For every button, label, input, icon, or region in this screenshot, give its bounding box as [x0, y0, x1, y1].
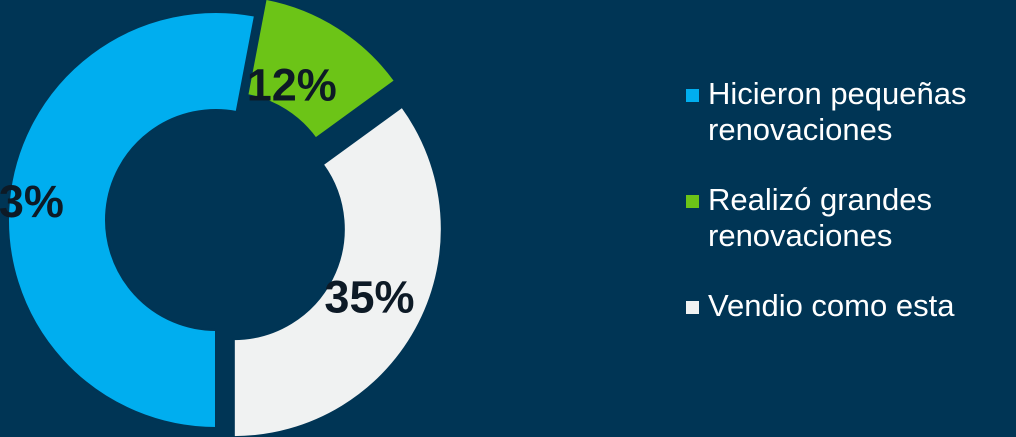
- data-label-small-renovations: 53%: [0, 176, 64, 227]
- donut-chart: 53% 12% 35%: [0, 0, 443, 437]
- slice-sold-as-is: [232, 105, 443, 437]
- legend-label-major-renovations: Realizó grandes renovaciones: [708, 182, 933, 253]
- legend-swatch-small-renovations: [686, 89, 699, 102]
- legend-swatch-sold-as-is: [686, 301, 699, 314]
- data-label-sold-as-is: 35%: [324, 272, 414, 323]
- legend-item-sold-as-is: Vendio como esta: [686, 288, 1016, 324]
- legend-item-small-renovations: Hicieron pequeñas renovaciones: [686, 76, 1016, 148]
- legend-item-major-renovations: Realizó grandes renovaciones: [686, 182, 1016, 254]
- slice-small-renovations: [7, 11, 257, 430]
- legend-label-sold-as-is: Vendio como esta: [708, 288, 955, 323]
- legend-swatch-major-renovations: [686, 195, 699, 208]
- slice-major-renovations: [246, 0, 397, 140]
- legend-label-small-renovations: Hicieron pequeñas renovaciones: [708, 76, 967, 147]
- data-label-major-renovations: 12%: [247, 59, 337, 110]
- chart-legend: Hicieron pequeñas renovaciones Realizó g…: [686, 76, 1016, 324]
